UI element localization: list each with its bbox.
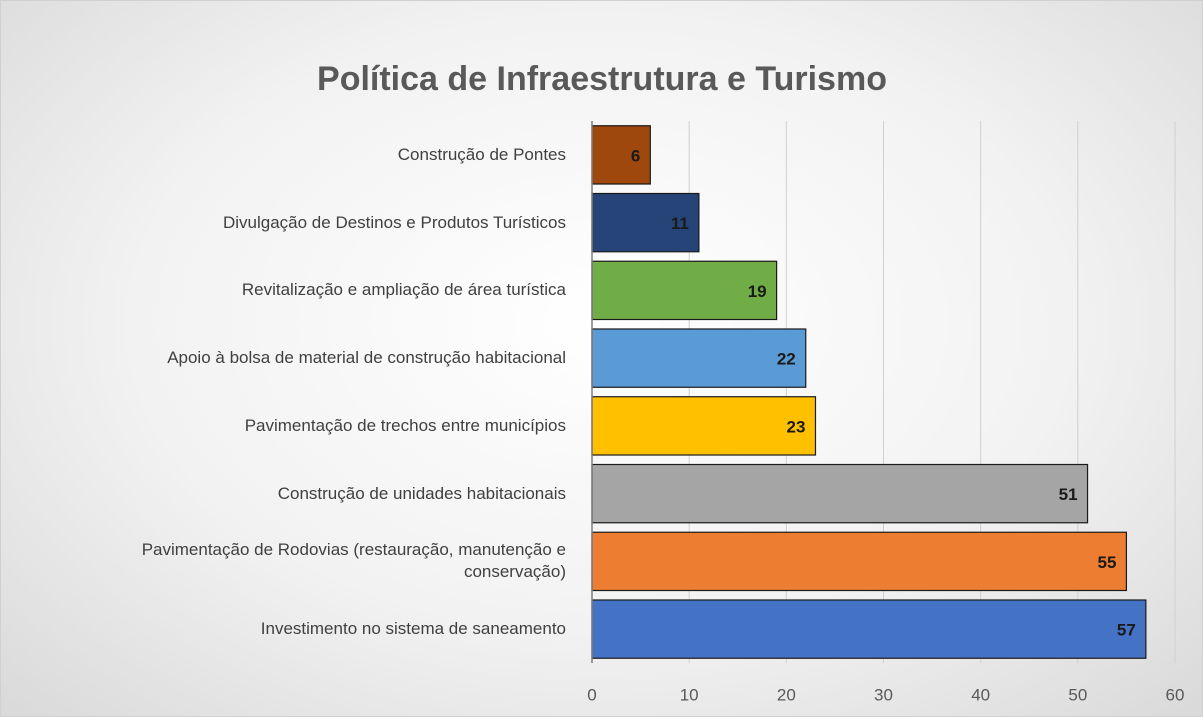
data-label: 23 <box>787 417 806 436</box>
data-label: 22 <box>777 350 796 369</box>
bar <box>591 599 1147 659</box>
x-tick-label: 20 <box>777 685 796 704</box>
bar <box>591 328 807 388</box>
x-tick-label: 30 <box>874 685 893 704</box>
category-label: Construção de unidades habitacionais <box>277 483 566 503</box>
x-tick-label: 40 <box>971 685 990 704</box>
chart-title: Política de Infraestrutura e Turismo <box>317 60 887 98</box>
bar <box>591 463 1089 524</box>
x-tick-label: 60 <box>1166 685 1185 704</box>
category-label: Construção de Pontes <box>397 144 566 164</box>
category-label: Investimento no sistema de saneamento <box>260 619 566 639</box>
category-label: Pavimentação de Rodovias (restauração, m… <box>141 540 566 582</box>
data-label: 55 <box>1097 553 1116 572</box>
bar <box>591 531 1128 592</box>
bar <box>591 125 651 185</box>
x-tick-label: 0 <box>587 685 596 704</box>
data-label: 51 <box>1059 485 1078 504</box>
bar <box>591 396 817 456</box>
bar <box>591 192 700 253</box>
category-label: Divulgação de Destinos e Produtos Turíst… <box>222 212 566 232</box>
data-label: 57 <box>1117 621 1136 640</box>
category-label: Apoio à bolsa de material de construção … <box>167 348 566 368</box>
data-label: 19 <box>748 282 767 301</box>
category-label: Pavimentação de trechos entre municípios <box>244 415 566 435</box>
bar <box>591 260 778 321</box>
data-label: 6 <box>631 146 640 165</box>
x-tick-label: 50 <box>1068 685 1087 704</box>
x-tick-label: 10 <box>680 685 699 704</box>
category-label: Revitalização e ampliação de área turíst… <box>241 280 566 300</box>
data-label: 11 <box>671 214 689 233</box>
